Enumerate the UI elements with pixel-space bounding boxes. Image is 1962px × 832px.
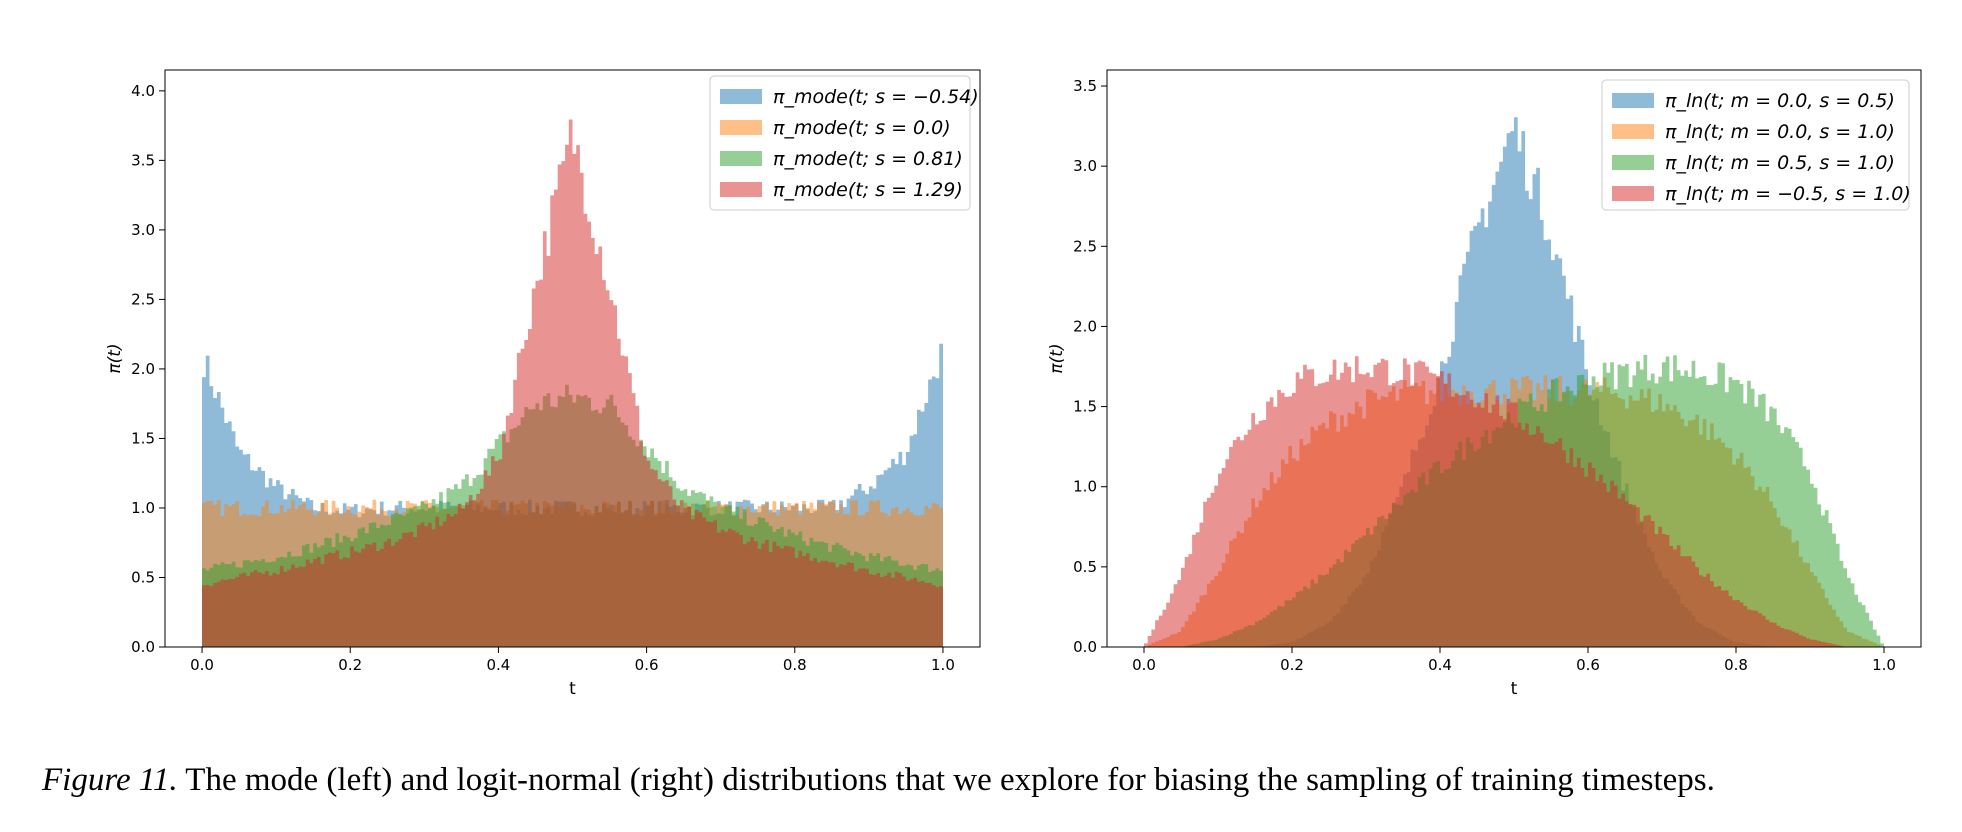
- x-tick-label: 0.2: [1280, 656, 1304, 674]
- chart-left-mode-distribution: 0.0 0.2 0.4 0.6 0.8 1.0 0.0 0.5 1.0 1.5 2.0 2.5 3.0 3…: [105, 69, 981, 699]
- y-axis-label: π(t): [105, 343, 125, 373]
- legend-label: π_ln(t; m = 0.0, s = 0.5): [1665, 90, 1895, 112]
- figure-caption: Figure 11. The mode (left) and logit-nor…: [42, 762, 1942, 799]
- legend-swatch: [1612, 186, 1654, 201]
- x-axis-label: t: [1511, 679, 1518, 699]
- y-tick-label: 0.5: [131, 568, 155, 586]
- legend-swatch: [720, 151, 762, 166]
- legend-label: π_mode(t; s = 1.29): [773, 179, 963, 201]
- y-tick-label: 2.5: [1073, 237, 1097, 255]
- y-tick-label: 1.0: [131, 499, 155, 517]
- series-area-3: [1144, 356, 1884, 647]
- legend-swatch: [1612, 93, 1654, 108]
- chart-right-logit-normal-distribution: 0.0 0.2 0.4 0.6 0.8 1.0 0.0 0.5 1.0 1.5 2.0 2.5 3.0 3…: [1047, 69, 1922, 699]
- x-tick-label: 1.0: [931, 656, 955, 674]
- x-tick-label: 0.0: [1132, 656, 1156, 674]
- y-tick-label: 1.5: [1073, 398, 1097, 416]
- legend-swatch: [720, 89, 762, 104]
- legend-swatch: [720, 120, 762, 135]
- x-tick-label: 0.6: [1576, 656, 1600, 674]
- caption-label: Figure 11.: [42, 762, 178, 798]
- x-axis-label: t: [569, 679, 576, 699]
- y-tick-label: 3.0: [131, 221, 155, 239]
- legend-label: π_ln(t; m = 0.0, s = 1.0): [1665, 121, 1895, 143]
- legend-label: π_mode(t; s = 0.0): [773, 117, 951, 139]
- legend-label: π_ln(t; m = 0.5, s = 1.0): [1665, 152, 1895, 174]
- x-tick-label: 0.2: [338, 656, 362, 674]
- y-tick-label: 3.5: [1073, 77, 1097, 95]
- y-axis-label: π(t): [1047, 343, 1067, 373]
- y-tick-label: 3.5: [131, 151, 155, 169]
- legend-swatch: [720, 182, 762, 197]
- legend-box: [709, 75, 971, 211]
- x-tick-label: 0.0: [190, 656, 214, 674]
- y-tick-label: 3.0: [1073, 157, 1097, 175]
- y-tick-label: 2.0: [1073, 317, 1097, 335]
- x-tick-label: 0.4: [1428, 656, 1452, 674]
- x-tick-label: 0.8: [1724, 656, 1748, 674]
- axes-frame: [1106, 69, 1922, 648]
- y-tick-label: 2.5: [131, 290, 155, 308]
- y-tick-label: 0.5: [1073, 558, 1097, 576]
- y-tick-label: 2.0: [131, 360, 155, 378]
- x-tick-label: 1.0: [1872, 656, 1896, 674]
- legend-box: [1601, 79, 1910, 211]
- axes-frame: [164, 69, 981, 648]
- y-tick-label: 0.0: [131, 638, 155, 656]
- x-tick-label: 0.8: [783, 656, 807, 674]
- y-tick-label: 4.0: [131, 82, 155, 100]
- y-tick-label: 0.0: [1073, 638, 1097, 656]
- series-area-3: [202, 119, 943, 647]
- x-tick-label: 0.6: [635, 656, 659, 674]
- y-tick-label: 1.0: [1073, 478, 1097, 496]
- legend-swatch: [1612, 124, 1654, 139]
- caption-text: The mode (left) and logit-normal (right)…: [177, 762, 1715, 798]
- legend-swatch: [1612, 155, 1654, 170]
- y-tick-label: 1.5: [131, 429, 155, 447]
- legend-label: π_mode(t; s = −0.54): [773, 86, 979, 108]
- legend-label: π_ln(t; m = −0.5, s = 1.0): [1665, 183, 1911, 205]
- x-tick-label: 0.4: [486, 656, 510, 674]
- legend-label: π_mode(t; s = 0.81): [773, 148, 963, 170]
